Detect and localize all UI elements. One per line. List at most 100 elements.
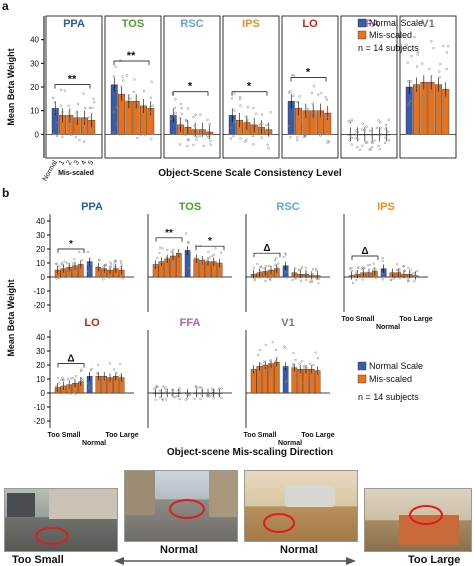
subject-dot <box>361 266 364 269</box>
subject-dot <box>63 89 67 92</box>
subject-dot <box>58 382 61 385</box>
subject-dot <box>166 249 169 252</box>
subject-dot <box>119 385 122 388</box>
subject-dot <box>171 392 174 395</box>
subplot-frame <box>222 15 280 159</box>
y-tick-label: -20 <box>33 417 45 426</box>
x-group-label-too-small: Too Small <box>244 432 277 439</box>
subject-dot <box>63 260 66 263</box>
subject-dot <box>356 145 359 149</box>
subject-dot <box>250 275 253 278</box>
subject-dot <box>233 120 236 124</box>
subject-dot <box>115 123 118 126</box>
y-tick-label: 30 <box>36 231 45 240</box>
subject-dot <box>218 393 221 397</box>
subject-dot <box>232 134 235 138</box>
subject-dot <box>121 277 124 280</box>
subject-dot <box>194 266 197 269</box>
subject-dot <box>273 258 277 262</box>
subject-dot <box>361 144 364 148</box>
subject-dot <box>245 119 249 123</box>
subject-dot <box>69 133 73 137</box>
subject-dot <box>72 274 75 277</box>
subject-dot <box>140 133 143 136</box>
subject-dot <box>420 106 424 110</box>
subject-dot <box>446 44 450 48</box>
subject-dot <box>264 343 267 347</box>
subject-dot <box>356 130 360 134</box>
subject-dot <box>155 275 159 278</box>
subject-dot <box>141 126 144 129</box>
subject-dot <box>238 95 242 99</box>
significance-bracket <box>351 255 379 260</box>
subject-dot <box>311 381 314 385</box>
subject-dot <box>90 262 93 265</box>
y-tick-label: 30 <box>36 347 45 356</box>
subject-dot <box>384 136 387 140</box>
subject-dot <box>193 134 196 137</box>
subject-dot <box>305 384 309 388</box>
subject-dot <box>155 385 158 388</box>
subject-dot <box>214 247 217 250</box>
subject-dot <box>192 115 195 119</box>
subject-dot <box>144 115 147 119</box>
subject-dot <box>439 62 442 66</box>
legend-label-normal: Normal Scale <box>369 361 423 371</box>
subject-dot <box>125 131 128 134</box>
subject-dot <box>196 386 199 390</box>
subject-dot <box>407 266 410 269</box>
subject-dot <box>316 357 320 360</box>
subject-dot <box>438 76 441 79</box>
legend-swatch-normal <box>357 18 367 28</box>
subject-dot <box>194 256 197 260</box>
subject-dot <box>96 265 100 269</box>
subject-dot <box>112 110 115 114</box>
panel-label-b: b <box>2 186 9 200</box>
subject-dot <box>181 125 185 128</box>
subject-dot <box>413 274 417 278</box>
subject-dot <box>119 389 122 392</box>
arrow-head-left <box>114 557 124 565</box>
subject-dot <box>161 398 164 402</box>
subject-dot <box>88 116 91 119</box>
subject-dot <box>120 262 123 265</box>
subject-dot <box>63 275 66 278</box>
subject-dot <box>104 263 108 266</box>
subject-dot <box>293 371 296 374</box>
subject-dot <box>318 134 322 137</box>
subject-dot <box>114 87 118 91</box>
subject-dot <box>416 53 420 56</box>
subject-dot <box>195 138 198 141</box>
panel-a-region-lo: LO * <box>281 15 339 159</box>
significance-marker: ** <box>165 228 173 239</box>
subject-dot <box>264 279 267 283</box>
subject-dot <box>92 97 95 101</box>
subject-dot <box>119 266 122 269</box>
subject-dot <box>121 124 125 127</box>
subject-dot <box>155 386 158 389</box>
significance-marker: Δ <box>263 243 270 254</box>
subject-dot <box>297 374 301 377</box>
subject-dot <box>384 123 388 127</box>
subject-dot <box>274 348 278 352</box>
region-title: IPS <box>242 18 260 30</box>
subject-dot <box>71 376 75 380</box>
subject-dot <box>396 263 399 266</box>
subject-dot <box>258 123 262 126</box>
significance-bracket <box>290 77 327 82</box>
subject-dot <box>202 144 205 148</box>
subject-dot <box>180 106 183 110</box>
subject-dot <box>243 140 247 144</box>
subject-dot <box>102 278 105 281</box>
subject-dot <box>311 279 314 283</box>
subject-dot <box>212 397 215 400</box>
subject-dot <box>149 96 152 99</box>
subject-dot <box>102 384 105 387</box>
bar <box>274 362 280 394</box>
subject-dot <box>132 125 135 128</box>
subject-dot <box>259 270 263 273</box>
x-group-label-normal: Normal <box>278 440 302 447</box>
subject-dot <box>245 138 248 142</box>
subject-dot <box>161 385 164 388</box>
